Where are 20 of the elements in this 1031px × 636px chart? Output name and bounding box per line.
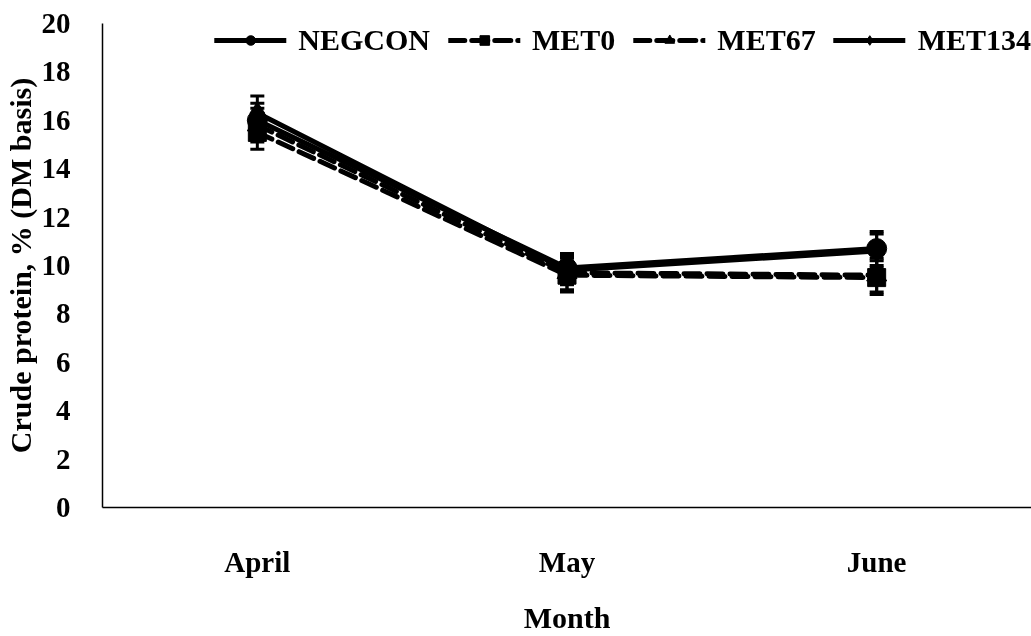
x-tick-label: June <box>846 545 907 578</box>
x-tick-label: May <box>538 545 596 578</box>
legend-label: MET0 <box>531 23 616 57</box>
y-tick-label: 12 <box>41 200 71 233</box>
legend-label: MET67 <box>717 23 816 57</box>
y-tick-label: 20 <box>41 7 71 39</box>
y-tick-label: 14 <box>41 152 71 185</box>
legend-label: NEGCON <box>298 23 430 57</box>
x-axis-title: Month <box>523 600 611 634</box>
y-tick-label: 18 <box>41 55 71 88</box>
y-tick-label: 6 <box>56 345 71 378</box>
y-tick-label: 0 <box>56 491 71 523</box>
y-axis-title: Crude protein, % (DM basis) <box>3 77 38 454</box>
y-tick-label: 4 <box>56 394 71 427</box>
y-tick-label: 16 <box>41 103 71 136</box>
x-tick-label: April <box>224 545 291 578</box>
y-tick-label: 8 <box>56 297 71 330</box>
y-tick-label: 2 <box>56 442 71 475</box>
legend-label: MET134 <box>917 23 1031 57</box>
y-tick-label: 10 <box>41 249 71 281</box>
